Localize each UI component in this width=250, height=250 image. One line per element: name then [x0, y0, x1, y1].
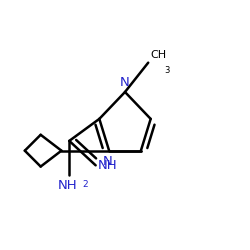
Text: NH: NH [58, 179, 78, 192]
Text: N: N [103, 155, 113, 168]
Text: N: N [120, 76, 130, 89]
Text: 2: 2 [83, 180, 88, 189]
Text: CH: CH [151, 50, 167, 60]
Text: 3: 3 [164, 66, 170, 74]
Text: NH: NH [98, 159, 118, 172]
